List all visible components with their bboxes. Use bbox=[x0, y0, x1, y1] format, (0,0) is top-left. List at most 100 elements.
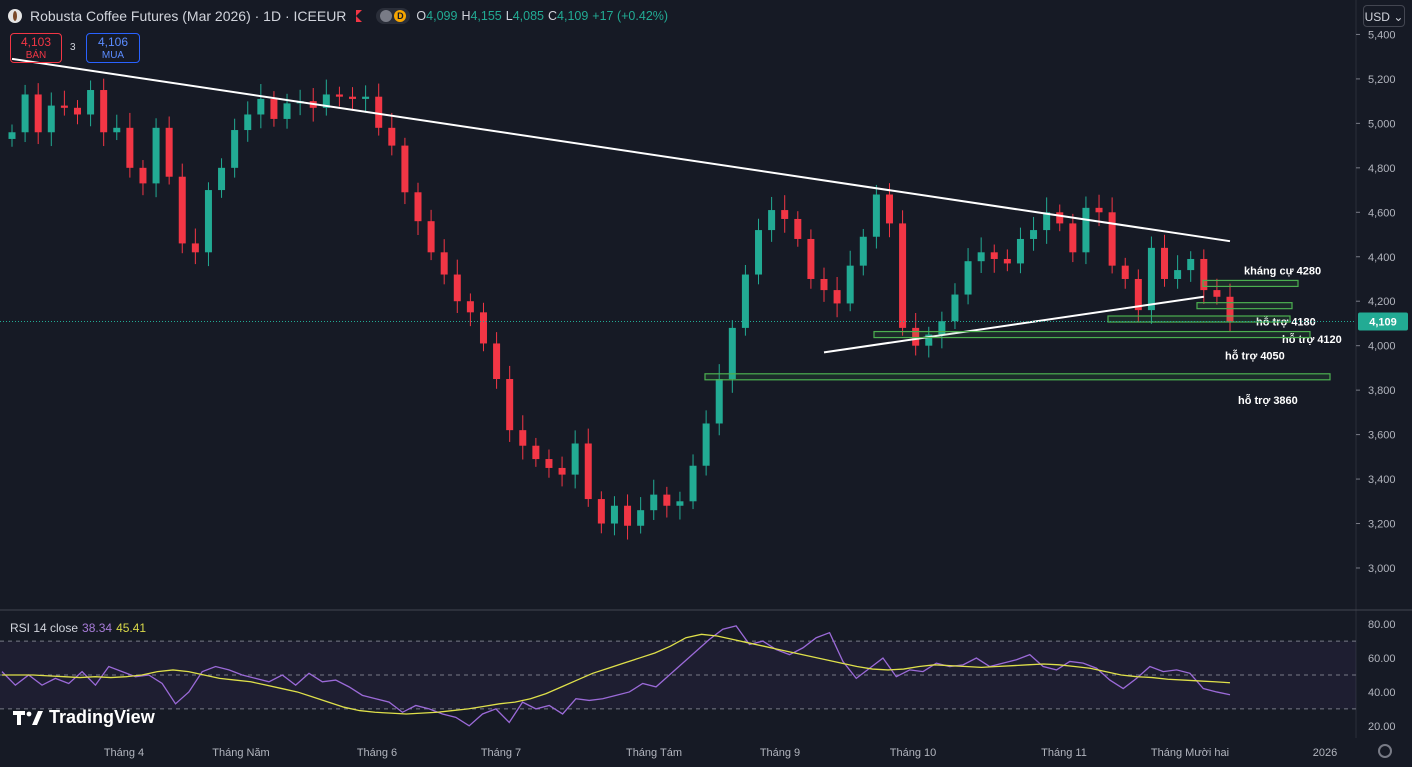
candle-body bbox=[506, 379, 514, 431]
candle-body bbox=[807, 238, 815, 279]
candle-body bbox=[244, 114, 252, 131]
ohlc-low: L4,085 bbox=[505, 9, 544, 23]
last-price-label: 4,109 bbox=[1369, 316, 1397, 328]
circle-icon bbox=[380, 10, 393, 22]
time-tick-label: Tháng 7 bbox=[481, 747, 521, 759]
candle-body bbox=[872, 194, 880, 237]
candle-body bbox=[663, 494, 671, 506]
candle-body bbox=[414, 192, 422, 222]
rsi-line bbox=[1, 625, 1231, 727]
candle-body bbox=[8, 132, 16, 139]
sr-zone bbox=[1202, 279, 1299, 288]
price-tick-label: 5,200 bbox=[1368, 74, 1396, 86]
candle-body bbox=[990, 252, 998, 259]
candle-body bbox=[440, 252, 448, 275]
candle-body bbox=[139, 167, 147, 184]
price-tick-label: 4,000 bbox=[1368, 341, 1396, 353]
candle-body bbox=[1095, 207, 1103, 213]
ohlc-close: C4,109 bbox=[547, 9, 589, 23]
chevron-down-icon: ⌄ bbox=[1393, 10, 1404, 24]
price-change: +17 (+0.42%) bbox=[592, 9, 669, 23]
tradingview-logo[interactable]: TradingView bbox=[13, 707, 155, 728]
candle-body bbox=[21, 94, 29, 133]
red-flag-icon[interactable] bbox=[356, 10, 363, 22]
price-tick-label: 3,000 bbox=[1368, 563, 1396, 575]
candle-body bbox=[349, 96, 357, 99]
price-tick-label: 4,400 bbox=[1368, 252, 1396, 264]
coffee-bean-icon bbox=[8, 9, 22, 23]
candle-body bbox=[1147, 247, 1155, 311]
candle-body bbox=[977, 252, 985, 262]
candle-body bbox=[322, 94, 330, 108]
candle-body bbox=[676, 501, 684, 506]
candle-body bbox=[453, 274, 461, 302]
candle-body bbox=[1056, 212, 1064, 224]
tradingview-icon bbox=[13, 710, 43, 725]
ohlc-high: H4,155 bbox=[461, 9, 502, 23]
candle-body bbox=[532, 445, 540, 460]
price-tick-label: 3,200 bbox=[1368, 519, 1396, 531]
price-tick-label: 3,600 bbox=[1368, 430, 1396, 442]
candle-body bbox=[113, 127, 121, 133]
candle-body bbox=[1121, 265, 1129, 279]
candle-body bbox=[833, 290, 841, 304]
candle-body bbox=[912, 327, 920, 346]
data-source-badge[interactable]: D bbox=[376, 8, 411, 24]
candle-body bbox=[231, 130, 239, 168]
rsi-legend[interactable]: RSI 14 close 38.34 45.41 bbox=[10, 621, 147, 635]
candle-body bbox=[1082, 207, 1090, 253]
sr-zone-label: hỗ trợ 4120 bbox=[1282, 333, 1342, 346]
candle-body bbox=[204, 190, 212, 253]
candle-body bbox=[1174, 270, 1182, 279]
sr-zone bbox=[704, 373, 1331, 381]
symbol-title[interactable]: Robusta Coffee Futures (Mar 2026) · 1D ·… bbox=[30, 8, 347, 24]
candle-body bbox=[558, 467, 566, 475]
price-tick-label: 3,400 bbox=[1368, 474, 1396, 486]
candle-body bbox=[794, 218, 802, 239]
sr-zone-label: hỗ trợ 4050 bbox=[1225, 350, 1285, 363]
candle-body bbox=[47, 105, 55, 133]
candle-body bbox=[689, 465, 697, 502]
candle-body bbox=[728, 327, 736, 380]
sr-zone bbox=[1196, 302, 1293, 310]
time-tick-label: Tháng Mười hai bbox=[1151, 747, 1229, 759]
candle-body bbox=[218, 167, 226, 191]
time-tick-label: Tháng 11 bbox=[1041, 747, 1087, 759]
candle-body bbox=[846, 265, 854, 304]
candle-body bbox=[702, 423, 710, 466]
candle-body bbox=[519, 430, 527, 446]
candle-body bbox=[191, 243, 199, 253]
candle-body bbox=[925, 334, 933, 346]
settings-icon[interactable] bbox=[1378, 744, 1392, 758]
time-tick-label: Tháng 4 bbox=[104, 747, 144, 759]
candle-body bbox=[427, 221, 435, 253]
candle-body bbox=[610, 505, 618, 524]
time-tick-label: Tháng 9 bbox=[760, 747, 800, 759]
rsi-tick-label: 20.00 bbox=[1368, 721, 1396, 733]
candle-body bbox=[87, 90, 95, 115]
candle-body bbox=[466, 301, 474, 313]
time-tick-label: 2026 bbox=[1313, 747, 1337, 759]
candle-body bbox=[178, 176, 186, 244]
currency-select[interactable]: USD ⌄ bbox=[1363, 5, 1405, 27]
rsi-tick-label: 80.00 bbox=[1368, 619, 1396, 631]
candle-body bbox=[401, 145, 409, 193]
candle-body bbox=[283, 103, 291, 119]
buy-button[interactable]: 4,106 MUA bbox=[86, 33, 140, 63]
chart-header: Robusta Coffee Futures (Mar 2026) · 1D ·… bbox=[8, 6, 672, 26]
candle-body bbox=[1187, 258, 1195, 271]
candle-body bbox=[100, 90, 108, 133]
time-tick-label: Tháng Tám bbox=[626, 747, 682, 759]
candle-body bbox=[951, 294, 959, 322]
time-tick-label: Tháng 6 bbox=[357, 747, 397, 759]
ohlc-open: O4,099 bbox=[416, 9, 458, 23]
delayed-data-icon: D bbox=[394, 10, 407, 22]
candle-body bbox=[479, 312, 487, 344]
candle-body bbox=[597, 499, 605, 524]
candle-body bbox=[1016, 238, 1024, 264]
sell-button[interactable]: 4,103 BÁN bbox=[10, 33, 62, 63]
candle-body bbox=[126, 127, 134, 168]
candle-body bbox=[1043, 212, 1051, 231]
candle-body bbox=[938, 321, 946, 335]
